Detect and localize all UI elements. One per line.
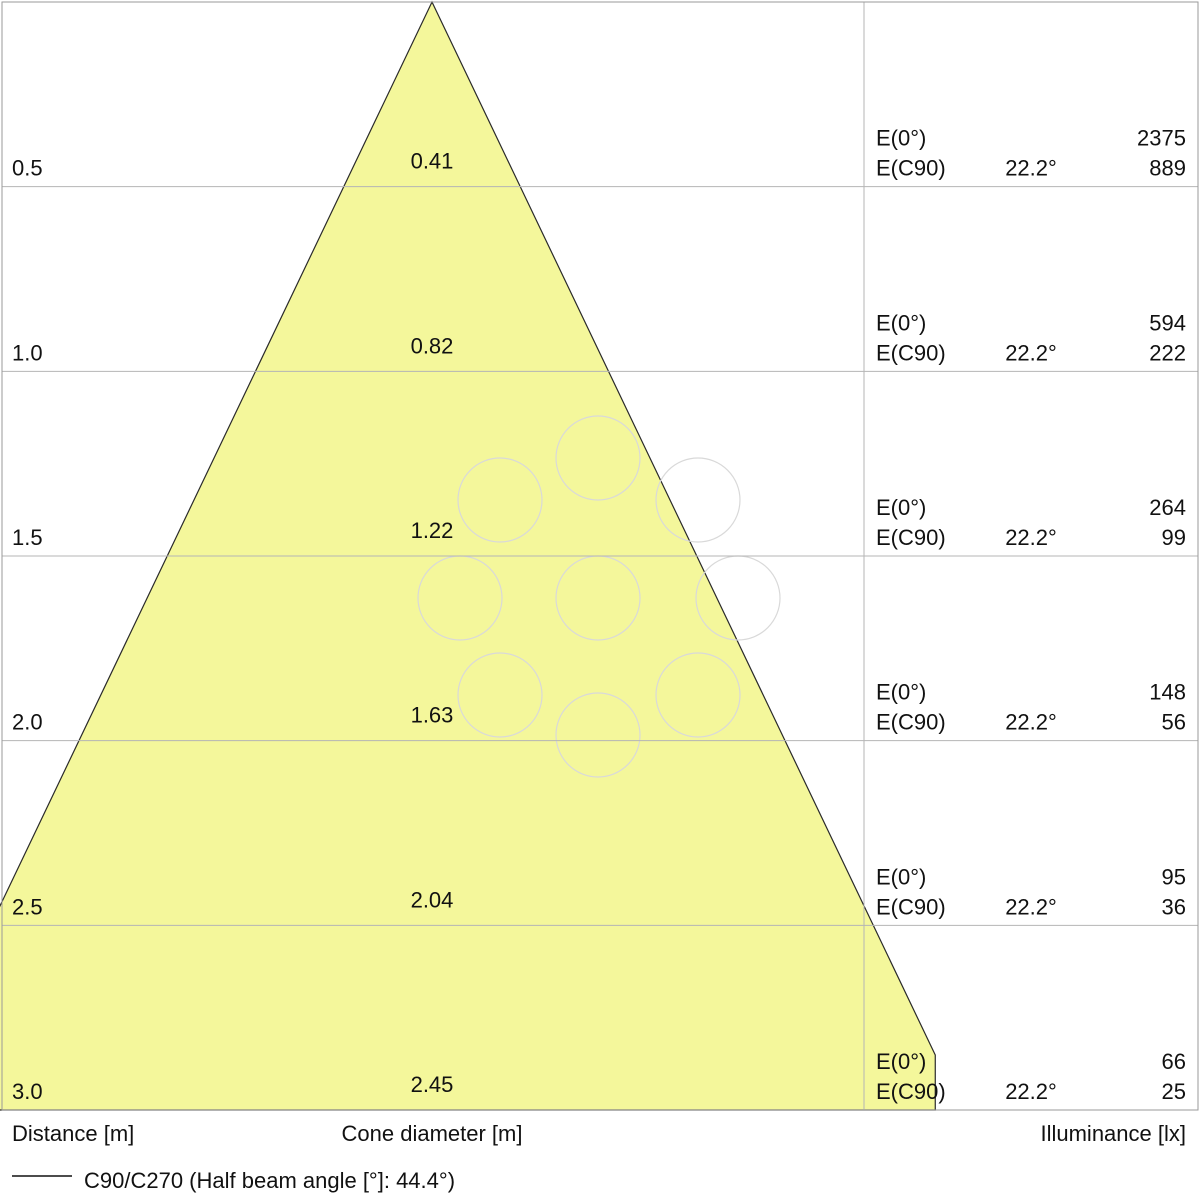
e0-value: 2375 bbox=[1137, 126, 1186, 151]
ec90-angle: 22.2° bbox=[1005, 156, 1057, 181]
distance-axis-title: Distance [m] bbox=[12, 1121, 134, 1146]
ec90-row-label: E(C90) bbox=[876, 894, 946, 919]
e0-value: 95 bbox=[1162, 864, 1186, 889]
cone-diameter-label: 0.41 bbox=[411, 149, 454, 174]
ec90-value: 222 bbox=[1149, 340, 1186, 365]
distance-tick-label: 2.0 bbox=[12, 710, 43, 735]
e0-row-label: E(0°) bbox=[876, 680, 926, 705]
e0-value: 66 bbox=[1162, 1049, 1186, 1074]
cone-diameter-label: 0.82 bbox=[411, 333, 454, 358]
ec90-angle: 22.2° bbox=[1005, 894, 1057, 919]
cone-diameter-label: 1.63 bbox=[411, 703, 454, 728]
ec90-angle: 22.2° bbox=[1005, 340, 1057, 365]
ec90-value: 889 bbox=[1149, 156, 1186, 181]
ec90-angle: 22.2° bbox=[1005, 1079, 1057, 1104]
e0-row-label: E(0°) bbox=[876, 310, 926, 335]
e0-row-label: E(0°) bbox=[876, 1049, 926, 1074]
grid-lines bbox=[1, 1, 1199, 1111]
legend-text: C90/C270 (Half beam angle [°]: 44.4°) bbox=[84, 1168, 455, 1193]
cone-diameter-axis-title: Cone diameter [m] bbox=[342, 1121, 523, 1146]
e0-value: 594 bbox=[1149, 310, 1186, 335]
cone-diameter-label: 2.45 bbox=[411, 1072, 454, 1097]
ec90-value: 56 bbox=[1162, 710, 1186, 735]
ec90-angle: 22.2° bbox=[1005, 710, 1057, 735]
distance-tick-label: 3.0 bbox=[12, 1079, 43, 1104]
cone-diameter-label: 1.22 bbox=[411, 518, 454, 543]
distance-tick-label: 1.0 bbox=[12, 340, 43, 365]
chart-frame bbox=[1, 1, 1199, 1111]
ec90-value: 99 bbox=[1162, 525, 1186, 550]
ec90-row-label: E(C90) bbox=[876, 1079, 946, 1104]
e0-value: 264 bbox=[1149, 495, 1186, 520]
ec90-row-label: E(C90) bbox=[876, 156, 946, 181]
ec90-row-label: E(C90) bbox=[876, 710, 946, 735]
chart-labels: 0.5 0.41 E(0°) 2375 E(C90) 22.2° 889 1.0 0.82 E(0… bbox=[12, 126, 1186, 1104]
cone-diameter-label: 2.04 bbox=[411, 887, 454, 912]
distance-tick-label: 1.5 bbox=[12, 525, 43, 550]
e0-row-label: E(0°) bbox=[876, 495, 926, 520]
illuminance-axis-title: Illuminance [lx] bbox=[1040, 1121, 1186, 1146]
e0-value: 148 bbox=[1149, 680, 1186, 705]
ec90-angle: 22.2° bbox=[1005, 525, 1057, 550]
ec90-value: 36 bbox=[1162, 894, 1186, 919]
ec90-row-label: E(C90) bbox=[876, 525, 946, 550]
e0-row-label: E(0°) bbox=[876, 126, 926, 151]
ec90-row-label: E(C90) bbox=[876, 340, 946, 365]
distance-tick-label: 2.5 bbox=[12, 894, 43, 919]
ec90-value: 25 bbox=[1162, 1079, 1186, 1104]
e0-row-label: E(0°) bbox=[876, 864, 926, 889]
distance-tick-label: 0.5 bbox=[12, 156, 43, 181]
